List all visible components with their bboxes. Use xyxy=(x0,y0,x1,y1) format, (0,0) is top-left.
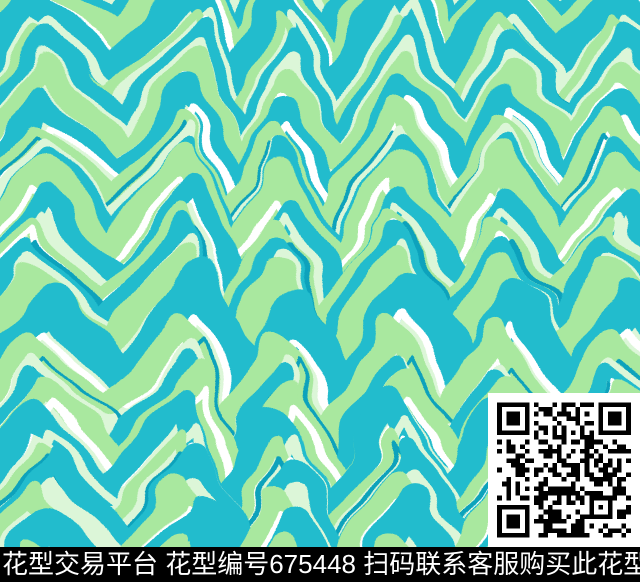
qr-code-image xyxy=(488,393,640,547)
qr-code xyxy=(488,393,640,547)
watermark-bar: 花型交易平台 花型编号675448 扫码联系客服购买此花型 xyxy=(0,547,640,582)
watermark-text: 花型交易平台 花型编号675448 扫码联系客服购买此花型 xyxy=(2,549,640,579)
